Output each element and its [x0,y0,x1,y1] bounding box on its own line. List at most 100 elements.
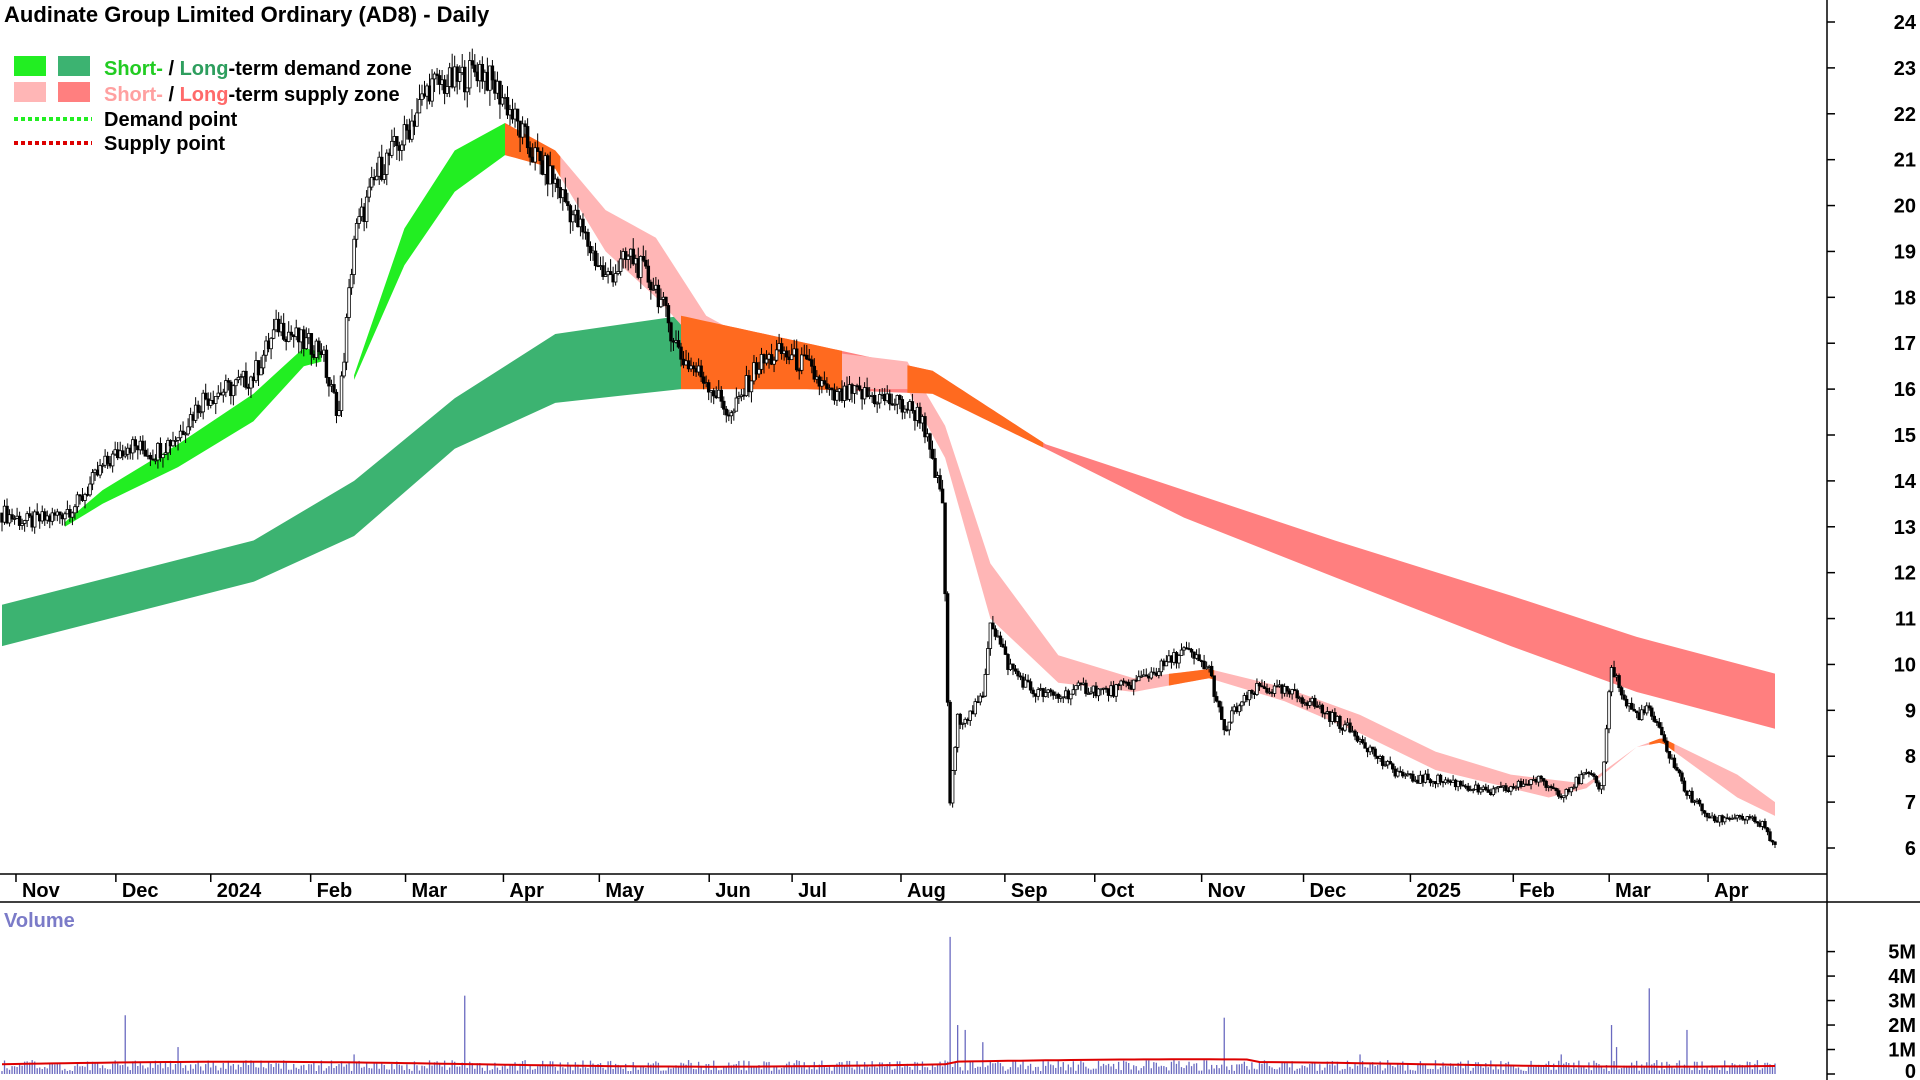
candle-body [588,245,593,254]
candle-body [1164,661,1169,667]
candle-body [1612,667,1616,678]
candle-body [551,165,555,184]
candle-body [1018,675,1023,678]
candle-body [616,271,620,274]
x-tick-label: May [605,880,645,902]
candle-body [644,259,648,267]
candle-body [1292,689,1297,692]
candle-body [231,385,236,397]
candle-body [1023,679,1028,688]
candle-body [1634,710,1639,714]
candle-body [631,248,635,265]
candle-body [1177,655,1181,664]
candle-body [1592,773,1596,777]
x-tick-label: Jul [798,880,827,902]
candle-body [1262,686,1267,689]
candle-body [1655,721,1659,723]
candle-body [1217,700,1221,708]
candle-body [1665,740,1669,752]
candle-body [1426,773,1430,781]
x-tick-label: Sep [1011,880,1048,902]
candle-body [515,108,520,122]
candle-body [1770,840,1775,843]
candle-body [1285,686,1289,692]
candle-body [810,359,814,367]
candle-body [1650,707,1654,717]
candle-body [417,99,422,114]
candle-body [395,136,399,147]
candle-body [603,274,608,277]
candle-body [380,156,384,180]
candle-body [1667,751,1672,759]
candle-body [1544,780,1548,788]
y-tick-label: 20 [1894,196,1916,218]
candle-body [1071,689,1076,695]
y-tick-label: 6 [1905,838,1916,860]
candle-body [1733,817,1737,820]
candle-body [789,354,794,361]
candle-body [1677,769,1682,774]
candle-body [923,416,927,438]
candle-body [724,408,729,416]
candle-body [1043,692,1048,697]
candle-body [729,412,734,417]
candle-body [1013,668,1018,672]
candle-body [1461,784,1465,787]
candle-body [805,354,809,360]
candle-body [1755,821,1760,824]
candle-body [214,396,218,404]
candle-body [943,502,947,595]
candle-body [269,337,273,350]
candle-body [608,271,613,276]
candle-body [1471,789,1475,791]
candle-body [289,331,293,336]
candle-body [1370,746,1375,750]
candle-body [563,189,568,202]
candle-body [754,362,759,375]
candle-body [1753,816,1757,823]
candle-body [1607,691,1611,730]
candle-body [576,209,580,228]
candle-body [390,140,394,156]
candle-body [1084,682,1088,694]
candle-body [1003,646,1008,655]
candle-body [1209,665,1214,677]
candle-body [161,453,165,459]
candle-body [465,87,469,93]
candle-body [98,465,102,476]
candle-body [1368,746,1372,753]
volume-tick-label: 1M [1888,1040,1916,1062]
candle-body [734,397,739,412]
candle-body [1265,688,1269,693]
candle-body [490,65,495,81]
candle-body [1089,691,1093,694]
candle-body [641,255,646,261]
x-tick-label: Oct [1101,880,1135,902]
volume-layer [1,936,1776,1074]
candle-body [171,440,175,447]
candle-body [711,390,716,397]
candle-body [1639,709,1644,721]
candle-body [1139,675,1143,678]
volume-tick-label: 5M [1888,942,1916,964]
candle-body [158,443,163,459]
candle-body [520,123,525,138]
candle-body [525,126,530,149]
candle-body [1514,786,1518,789]
y-tick-label: 14 [1894,471,1917,493]
transition-zone [1168,669,1215,686]
candle-body [176,437,180,441]
candle-body [691,365,696,370]
candle-body [110,453,115,467]
y-tick-label: 18 [1894,287,1916,309]
candle-body [324,349,329,378]
candle-body [1131,679,1136,690]
candle-body [1225,729,1229,732]
candle-body [435,73,439,76]
volume-tick-label: 3M [1888,991,1916,1013]
candle-body [32,511,37,528]
short-term-demand-zone [64,347,322,527]
candle-body [201,392,205,413]
candle-body [1486,789,1491,793]
candle-body [337,410,341,416]
